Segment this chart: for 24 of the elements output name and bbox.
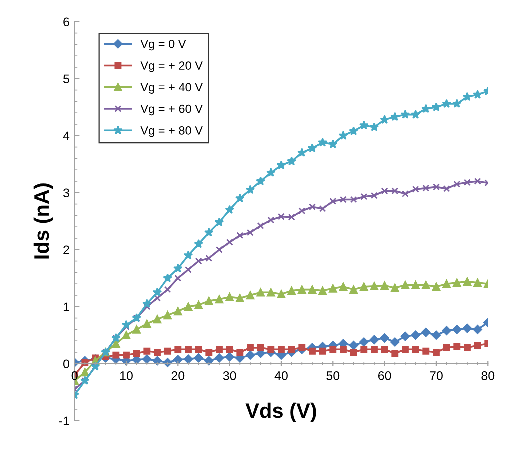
x-tick-label: 0 — [72, 372, 78, 380]
x-tick-label: 10 — [120, 372, 133, 380]
y-tick-label: 0 — [64, 360, 70, 369]
legend-label: Vg = + 80 V — [140, 126, 203, 138]
legend-label: Vg = + 60 V — [140, 104, 203, 116]
x-tick-label: 70 — [430, 372, 443, 380]
y-tick-label: 4 — [63, 132, 70, 140]
y-tick-label: 2 — [64, 246, 70, 254]
y-tick-label: 6 — [64, 18, 70, 27]
x-axis-title: Vds (V) — [246, 402, 316, 422]
legend-label: Vg = 0 V — [140, 40, 186, 51]
legend-label: Vg = + 20 V — [140, 62, 203, 72]
y-axis-title: Ids (nA) — [34, 184, 54, 259]
x-tick-label: 40 — [274, 372, 288, 380]
x-tick-label: 20 — [172, 372, 185, 380]
x-tick-label: 80 — [482, 372, 495, 380]
y-tick-label: 5 — [64, 74, 70, 84]
x-tick-label: 60 — [378, 372, 392, 380]
legend-label: Vg = + 40 V — [140, 83, 203, 94]
y-tick-label: -1 — [59, 416, 70, 426]
x-tick-label: 50 — [326, 372, 340, 380]
x-tick-label: 30 — [223, 372, 236, 380]
y-tick-label: 3 — [63, 188, 70, 198]
y-tick-label: 1 — [64, 302, 70, 312]
